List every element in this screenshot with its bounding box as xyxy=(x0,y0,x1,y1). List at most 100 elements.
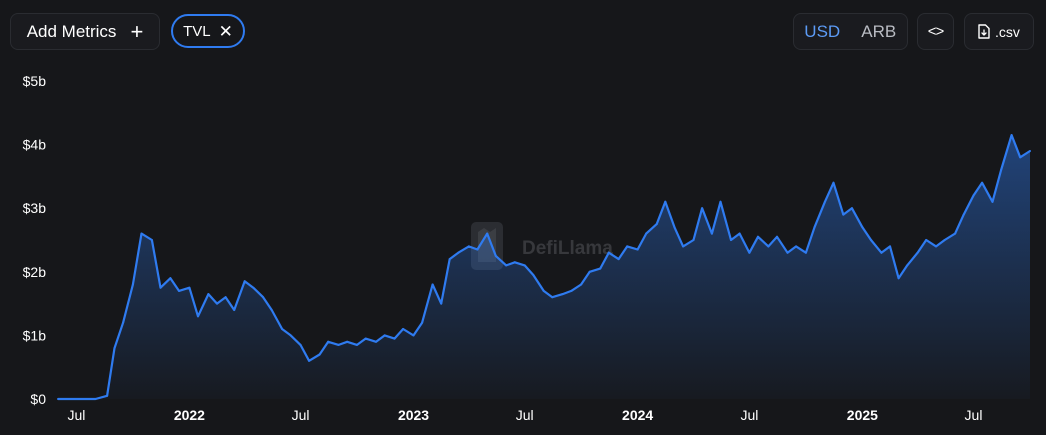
tvl-data-point xyxy=(776,235,778,238)
csv-label: .csv xyxy=(995,23,1020,40)
tvl-data-point xyxy=(813,226,816,229)
tvl-data-point xyxy=(402,328,405,330)
x-tick-label: Jul xyxy=(740,407,758,423)
tvl-data-point xyxy=(655,223,658,226)
tvl-data-point xyxy=(962,213,965,216)
tvl-data-point xyxy=(252,286,255,289)
tvl-data-point xyxy=(570,289,573,292)
tvl-data-point xyxy=(551,296,554,299)
tvl-data-point xyxy=(178,289,180,292)
y-tick-label: $0 xyxy=(30,391,46,407)
tvl-data-point xyxy=(346,340,349,343)
tvl-data-point xyxy=(861,226,864,229)
tvl-data-point xyxy=(197,315,199,318)
tvl-data-point xyxy=(494,254,497,257)
tvl-data-point xyxy=(270,309,273,311)
currency-option-usd[interactable]: USD xyxy=(804,21,841,41)
tvl-data-point xyxy=(580,283,583,286)
tvl-data-point xyxy=(636,248,639,251)
tvl-data-point xyxy=(664,200,667,203)
tvl-data-point xyxy=(804,251,807,254)
x-axis: Jul 2022 Jul 2023 Jul 2024 Jul 2025 Jul xyxy=(67,407,982,423)
tvl-data-point xyxy=(832,181,835,184)
close-icon[interactable]: ✕ xyxy=(218,21,233,41)
tvl-data-point xyxy=(299,343,302,346)
tvl-data-point xyxy=(106,394,109,397)
tvl-data-point xyxy=(542,289,545,292)
tvl-data-point xyxy=(682,245,685,248)
tvl-data-point xyxy=(850,207,853,210)
tvl-data-point xyxy=(880,251,883,254)
csv-download-button[interactable]: .csv xyxy=(964,13,1034,50)
tvl-data-point xyxy=(57,398,59,400)
tvl-data-point xyxy=(122,321,125,324)
tvl-data-point xyxy=(207,293,210,296)
tvl-data-point xyxy=(599,267,602,270)
tvl-data-point xyxy=(897,277,900,280)
tvl-data-point xyxy=(318,353,321,356)
tvl-data-point xyxy=(421,321,424,324)
tvl-data-point xyxy=(337,343,340,346)
tvl-data-point xyxy=(356,343,358,346)
tvl-data-point xyxy=(561,293,564,296)
metric-chip-label: TVL xyxy=(183,22,211,40)
x-tick-label: 2024 xyxy=(622,407,653,423)
tvl-area xyxy=(58,135,1030,399)
add-metrics-label: Add Metrics xyxy=(26,21,117,41)
tvl-data-point xyxy=(842,213,845,216)
tvl-data-point xyxy=(431,283,434,286)
tvl-data-point xyxy=(916,251,919,254)
tvl-data-point xyxy=(308,359,311,362)
tvl-data-point xyxy=(645,232,648,235)
tvl-data-point xyxy=(113,347,116,350)
tvl-data-point xyxy=(1029,150,1031,152)
tvl-data-point xyxy=(448,258,451,261)
currency-option-arb[interactable]: ARB xyxy=(861,21,897,41)
tvl-data-point xyxy=(673,226,676,229)
tvl-data-point xyxy=(710,232,713,235)
y-axis: $0 $1b $2b $3b $4b $5b xyxy=(23,73,47,407)
x-tick-label: 2025 xyxy=(847,407,878,423)
embed-button[interactable]: <> xyxy=(917,13,954,50)
tvl-data-point xyxy=(719,200,722,203)
tvl-data-point xyxy=(440,302,443,305)
y-tick-label: $2b xyxy=(23,264,47,280)
x-tick-label: Jul xyxy=(292,407,310,423)
tvl-data-point xyxy=(730,239,732,241)
tvl-data-point xyxy=(243,280,246,283)
tvl-data-point xyxy=(607,251,610,254)
x-tick-label: 2022 xyxy=(174,407,205,423)
tvl-data-point xyxy=(1019,156,1022,159)
tvl-data-point xyxy=(991,200,994,203)
tvl-data-point xyxy=(786,251,789,254)
tvl-data-point xyxy=(327,340,330,343)
add-metrics-button[interactable]: Add Metrics + xyxy=(10,13,160,50)
tvl-data-point xyxy=(94,398,97,400)
tvl-data-point xyxy=(738,232,741,235)
tvl-data-point xyxy=(935,245,938,248)
tvl-data-point xyxy=(981,181,984,184)
tvl-data-point xyxy=(823,200,826,203)
tvl-data-point xyxy=(513,261,516,264)
tvl-data-point xyxy=(767,245,770,248)
tvl-data-point xyxy=(169,277,172,280)
tvl-data-point xyxy=(486,232,489,235)
tvl-data-point xyxy=(412,334,415,337)
tvl-data-point xyxy=(233,309,236,311)
tvl-data-point xyxy=(457,251,460,254)
tvl-data-point xyxy=(224,296,227,299)
y-tick-label: $1b xyxy=(23,327,47,343)
x-tick-label: Jul xyxy=(965,407,983,423)
metric-chip-tvl[interactable]: TVL ✕ xyxy=(171,14,245,48)
x-tick-label: Jul xyxy=(67,407,85,423)
y-tick-label: $3b xyxy=(23,200,47,216)
tvl-data-point xyxy=(159,286,162,289)
y-tick-label: $4b xyxy=(23,137,47,153)
file-download-icon xyxy=(978,24,990,39)
tvl-data-point xyxy=(364,337,367,340)
tvl-data-point xyxy=(75,398,78,400)
tvl-data-point xyxy=(692,239,695,241)
tvl-data-point xyxy=(1000,169,1003,171)
tvl-data-point xyxy=(795,245,798,248)
